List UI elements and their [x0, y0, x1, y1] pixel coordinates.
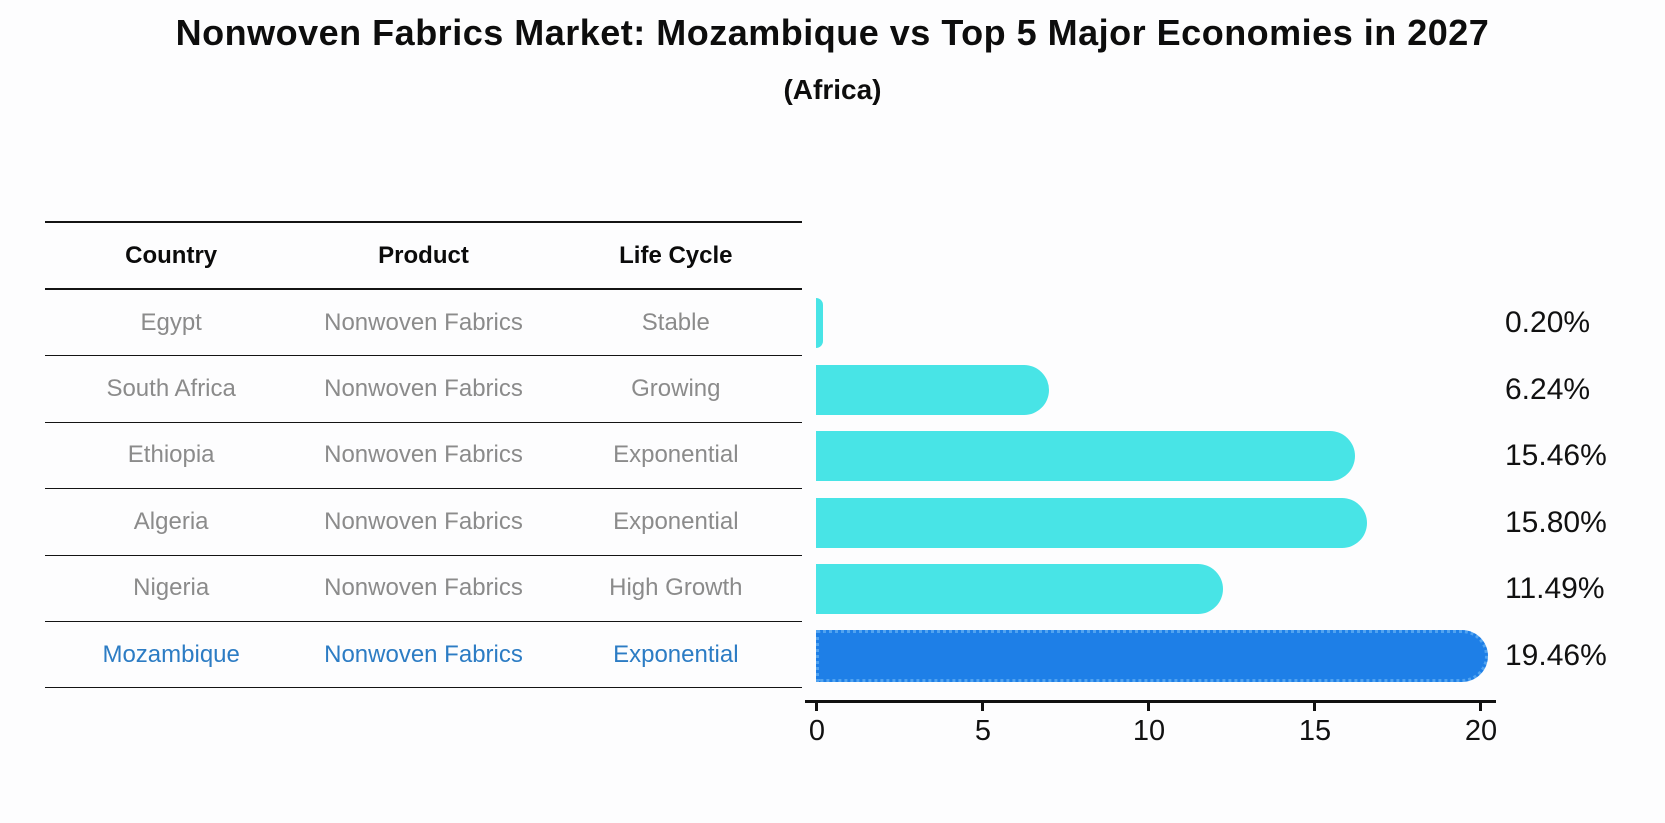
- table-row: South Africa Nonwoven Fabrics Growing: [45, 356, 802, 423]
- cell-country: Egypt: [140, 308, 202, 336]
- cell-product: Nonwoven Fabrics: [324, 441, 523, 469]
- cell-life-cycle: Stable: [641, 308, 710, 336]
- bar-row: 6.24%: [816, 357, 1656, 424]
- table-row: Algeria Nonwoven Fabrics Exponential: [45, 489, 802, 556]
- x-axis-tick: [1479, 702, 1482, 711]
- value-label: 0.20%: [1505, 306, 1591, 340]
- bar-ethiopia: [816, 431, 1355, 482]
- value-label: 19.46%: [1505, 638, 1607, 672]
- column-header-product: Product: [378, 241, 469, 269]
- cell-product: Nonwoven Fabrics: [324, 640, 523, 668]
- x-axis-tick: [981, 702, 984, 711]
- market-table: Country Product Life Cycle Egypt Nonwove…: [45, 221, 802, 689]
- bar-row: 11.49%: [816, 556, 1656, 623]
- x-axis-tick-label: 20: [1464, 715, 1498, 747]
- cell-life-cycle: Exponential: [613, 507, 739, 535]
- bar-egypt: [816, 298, 823, 349]
- chart-title: Nonwoven Fabrics Market: Mozambique vs T…: [175, 12, 1490, 53]
- cell-product: Nonwoven Fabrics: [324, 308, 523, 336]
- bar-row: 15.80%: [816, 490, 1656, 557]
- cell-product: Nonwoven Fabrics: [324, 375, 523, 403]
- bar-algeria: [816, 497, 1367, 548]
- bar-mozambique: [816, 629, 1488, 682]
- value-label: 15.46%: [1505, 439, 1607, 473]
- table-row: Nigeria Nonwoven Fabrics High Growth: [45, 556, 802, 622]
- column-header-country: Country: [125, 241, 218, 269]
- cell-life-cycle: Exponential: [613, 640, 739, 668]
- cell-country: Nigeria: [133, 574, 210, 602]
- cell-country: Mozambique: [102, 640, 240, 668]
- cell-life-cycle: Exponential: [613, 441, 739, 469]
- chart-subtitle: (Africa): [783, 74, 882, 105]
- bar-row: 0.20%: [816, 290, 1656, 357]
- cell-country: Ethiopia: [127, 441, 215, 469]
- column-header-life-cycle: Life Cycle: [619, 241, 733, 269]
- bar-row: 15.46%: [816, 423, 1656, 490]
- x-axis-line: [805, 700, 1496, 703]
- x-axis-tick: [1147, 702, 1150, 711]
- bar-south-africa: [816, 364, 1049, 415]
- bar-row: 19.46%: [816, 623, 1656, 690]
- x-axis-tick-label: 15: [1298, 715, 1332, 747]
- value-label: 11.49%: [1505, 572, 1605, 606]
- table-row: Ethiopia Nonwoven Fabrics Exponential: [45, 423, 802, 490]
- x-axis-tick: [815, 702, 818, 711]
- cell-life-cycle: High Growth: [609, 574, 743, 602]
- x-axis-tick: [1313, 702, 1316, 711]
- value-label: 6.24%: [1505, 372, 1591, 406]
- cell-country: Algeria: [133, 507, 209, 535]
- bar-nigeria: [816, 564, 1223, 615]
- cell-product: Nonwoven Fabrics: [324, 574, 523, 602]
- bar-chart: 0.20% 6.24% 15.46% 15.80% 11.49% 19.46%: [816, 290, 1656, 689]
- cell-country: South Africa: [106, 375, 236, 403]
- x-axis-tick-label: 0: [808, 715, 826, 747]
- table-row: Mozambique Nonwoven Fabrics Exponential: [45, 622, 802, 689]
- table-row: Egypt Nonwoven Fabrics Stable: [45, 290, 802, 357]
- cell-life-cycle: Growing: [631, 375, 721, 403]
- cell-product: Nonwoven Fabrics: [324, 507, 523, 535]
- value-label: 15.80%: [1505, 505, 1607, 539]
- table-header-row: Country Product Life Cycle: [45, 223, 802, 290]
- x-axis-tick-label: 10: [1132, 715, 1166, 747]
- x-axis-tick-label: 5: [974, 715, 992, 747]
